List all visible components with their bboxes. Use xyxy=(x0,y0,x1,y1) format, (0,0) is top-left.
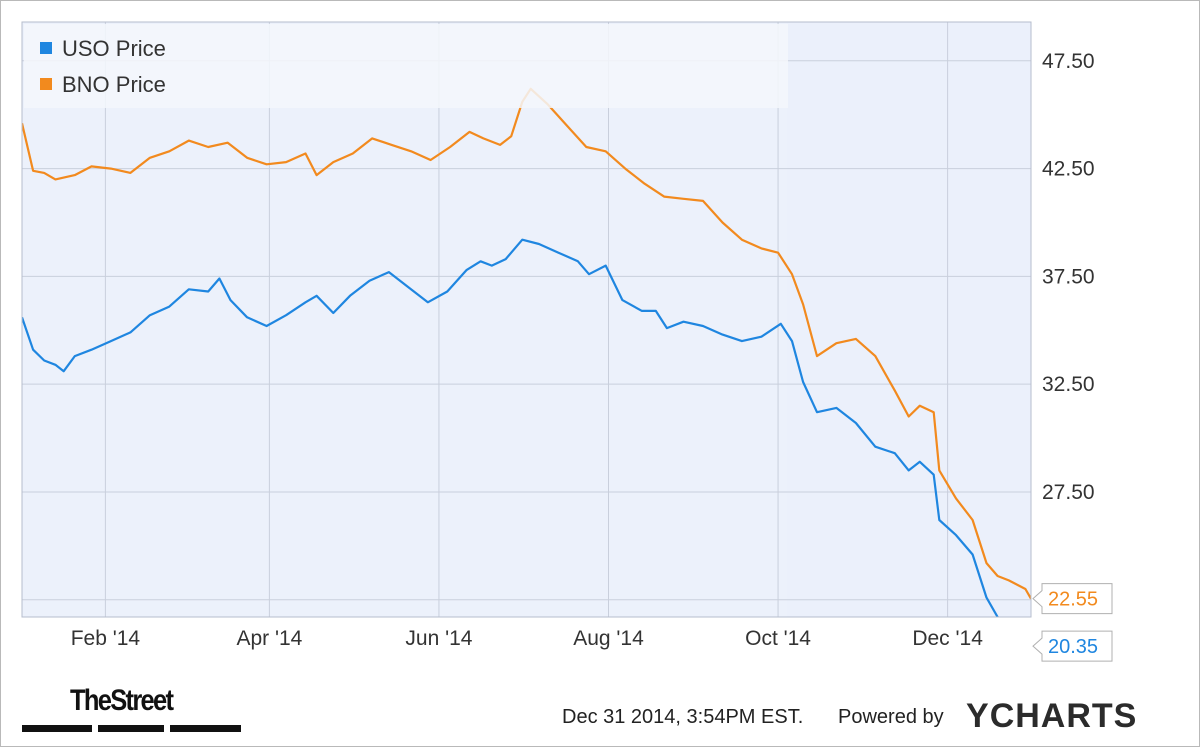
plot-border xyxy=(21,21,1032,618)
x-axis-ticks: Feb '14 Apr '14 Jun '14 Aug '14 Oct '14 Dec '… xyxy=(71,627,984,650)
ycharts-logo[interactable]: YCHARTS xyxy=(966,697,1137,736)
x-tick-label: Feb '14 xyxy=(71,627,141,650)
ycharts-logo-text: CHARTS xyxy=(989,697,1138,735)
end-value-labels: 20.35 22.55 xyxy=(1032,583,1113,662)
legend: USO Price BNO Price xyxy=(24,24,788,108)
x-tick-label: Aug '14 xyxy=(573,627,644,650)
y-tick-label: 37.50 xyxy=(1042,265,1095,288)
ycharts-logo-y: Y xyxy=(966,697,990,735)
x-tick-label: Oct '14 xyxy=(745,627,811,650)
x-tick-label: Jun '14 xyxy=(405,627,472,650)
thestreet-logo-bar xyxy=(98,725,164,732)
uso-end-callout xyxy=(1032,630,1113,662)
thestreet-logo-bar xyxy=(170,725,241,732)
uso-price-line xyxy=(22,238,1000,617)
timestamp: Dec 31 2014, 3:54PM EST. xyxy=(562,706,804,728)
thestreet-logo: TheStreet xyxy=(70,684,174,717)
y-axis-ticks: 47.50 42.50 37.50 32.50 27.50 xyxy=(1042,50,1095,504)
legend-label-uso: USO Price xyxy=(62,36,166,61)
legend-background xyxy=(24,24,788,108)
y-tick-label: 27.50 xyxy=(1042,481,1095,504)
legend-swatch-bno xyxy=(40,78,52,90)
legend-label-bno: BNO Price xyxy=(62,72,166,97)
powered-by-text: Powered by xyxy=(838,706,944,728)
uso-end-value: 20.35 xyxy=(1048,636,1098,658)
bno-end-value: 22.55 xyxy=(1048,589,1098,611)
y-tick-label: 32.50 xyxy=(1042,373,1095,396)
x-tick-label: Apr '14 xyxy=(236,627,302,650)
x-tick-label: Dec '14 xyxy=(912,627,983,650)
thestreet-logo-bar xyxy=(22,725,92,732)
legend-swatch-uso xyxy=(40,42,52,54)
y-tick-label: 42.50 xyxy=(1042,158,1095,181)
y-tick-label: 47.50 xyxy=(1042,50,1095,73)
plot-highlight xyxy=(22,22,787,617)
bno-end-callout xyxy=(1032,583,1113,615)
